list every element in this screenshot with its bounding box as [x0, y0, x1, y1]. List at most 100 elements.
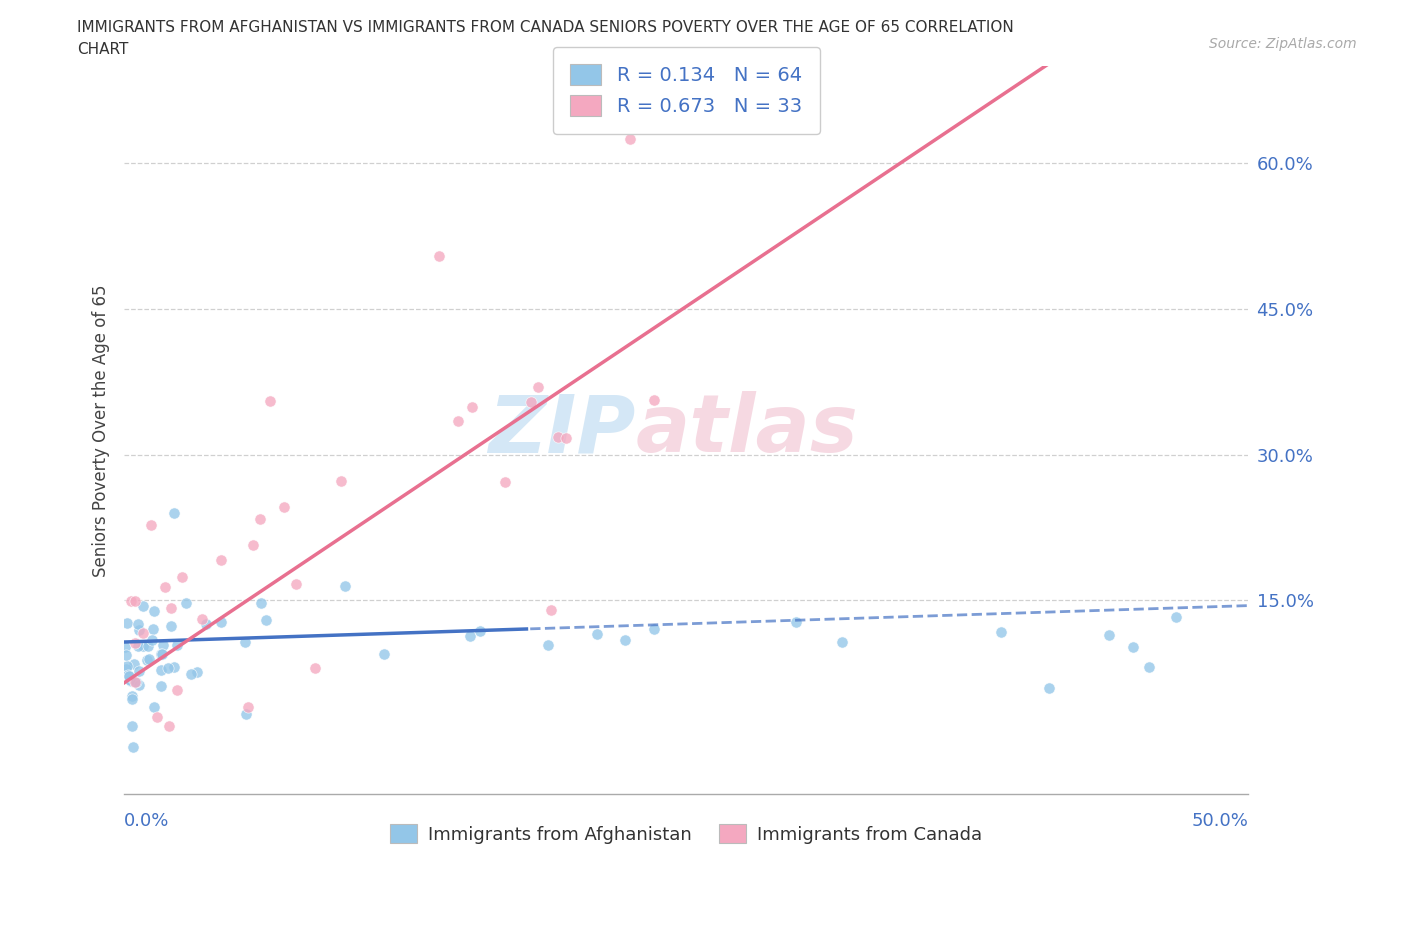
Point — [124, 674, 146, 689]
Point — [121, 718, 143, 733]
Point — [249, 512, 271, 526]
Point — [537, 637, 560, 652]
Point — [163, 505, 186, 520]
Point — [115, 658, 138, 673]
Point — [1122, 639, 1144, 654]
Point — [114, 647, 136, 662]
Point — [152, 637, 174, 652]
Point — [259, 393, 281, 408]
Point — [494, 474, 516, 489]
Legend: Immigrants from Afghanistan, Immigrants from Canada: Immigrants from Afghanistan, Immigrants … — [382, 817, 990, 851]
Point — [142, 699, 165, 714]
Point — [446, 414, 468, 429]
Point — [176, 595, 198, 610]
Point — [990, 625, 1012, 640]
Point — [585, 627, 607, 642]
Point — [209, 615, 232, 630]
Point — [461, 400, 484, 415]
Point — [157, 660, 180, 675]
Point — [284, 577, 307, 591]
Point — [1164, 610, 1187, 625]
Point — [1098, 627, 1121, 642]
Point — [190, 611, 212, 626]
Point — [470, 623, 492, 638]
Point — [142, 622, 165, 637]
Point — [150, 646, 173, 661]
Point — [124, 635, 146, 650]
Point — [209, 552, 232, 567]
Point — [831, 635, 853, 650]
Point — [128, 664, 150, 679]
Point — [555, 431, 578, 445]
Point — [124, 594, 146, 609]
Point — [180, 666, 202, 681]
Point — [127, 638, 149, 653]
Point — [153, 579, 176, 594]
Point — [143, 604, 166, 618]
Text: ZIP: ZIP — [488, 392, 636, 470]
Point — [114, 640, 136, 655]
Point — [304, 661, 326, 676]
Point — [121, 688, 143, 703]
Point — [145, 710, 167, 724]
Point — [132, 639, 155, 654]
Point — [115, 616, 138, 631]
Point — [136, 653, 159, 668]
Point — [333, 578, 356, 593]
Point — [373, 646, 395, 661]
Point — [160, 618, 183, 633]
Point — [141, 517, 163, 532]
Point — [330, 473, 353, 488]
Point — [520, 394, 543, 409]
Text: 50.0%: 50.0% — [1191, 812, 1249, 830]
Point — [166, 638, 188, 653]
Point — [138, 651, 160, 666]
Point — [128, 623, 150, 638]
Point — [125, 674, 148, 689]
Point — [643, 392, 665, 407]
Point — [273, 499, 295, 514]
Text: CHART: CHART — [77, 42, 129, 57]
Point — [136, 639, 159, 654]
Point — [643, 622, 665, 637]
Point — [121, 691, 143, 706]
Point — [427, 248, 450, 263]
Point — [254, 613, 277, 628]
Point — [122, 739, 145, 754]
Point — [613, 632, 636, 647]
Point — [1038, 681, 1060, 696]
Point — [527, 379, 550, 394]
Point — [132, 626, 155, 641]
Text: Source: ZipAtlas.com: Source: ZipAtlas.com — [1209, 37, 1357, 51]
Point — [141, 632, 163, 647]
Text: IMMIGRANTS FROM AFGHANISTAN VS IMMIGRANTS FROM CANADA SENIORS POVERTY OVER THE A: IMMIGRANTS FROM AFGHANISTAN VS IMMIGRANT… — [77, 20, 1014, 35]
Y-axis label: Seniors Poverty Over the Age of 65: Seniors Poverty Over the Age of 65 — [93, 284, 110, 577]
Point — [128, 678, 150, 693]
Point — [120, 672, 142, 687]
Text: 0.0%: 0.0% — [124, 812, 170, 830]
Point — [163, 659, 186, 674]
Point — [115, 661, 138, 676]
Point — [235, 706, 257, 721]
Point — [118, 669, 141, 684]
Point — [127, 617, 149, 631]
Point — [149, 646, 172, 661]
Point — [186, 665, 208, 680]
Point — [166, 683, 188, 698]
Point — [194, 617, 217, 631]
Point — [150, 678, 173, 693]
Point — [131, 598, 153, 613]
Point — [236, 699, 259, 714]
Point — [249, 595, 271, 610]
Point — [172, 569, 194, 584]
Point — [157, 718, 180, 733]
Point — [458, 629, 481, 644]
Point — [120, 674, 142, 689]
Point — [117, 668, 139, 683]
Point — [150, 663, 173, 678]
Point — [619, 131, 641, 146]
Point — [1137, 659, 1160, 674]
Point — [233, 634, 256, 649]
Point — [547, 430, 569, 445]
Point — [122, 657, 145, 671]
